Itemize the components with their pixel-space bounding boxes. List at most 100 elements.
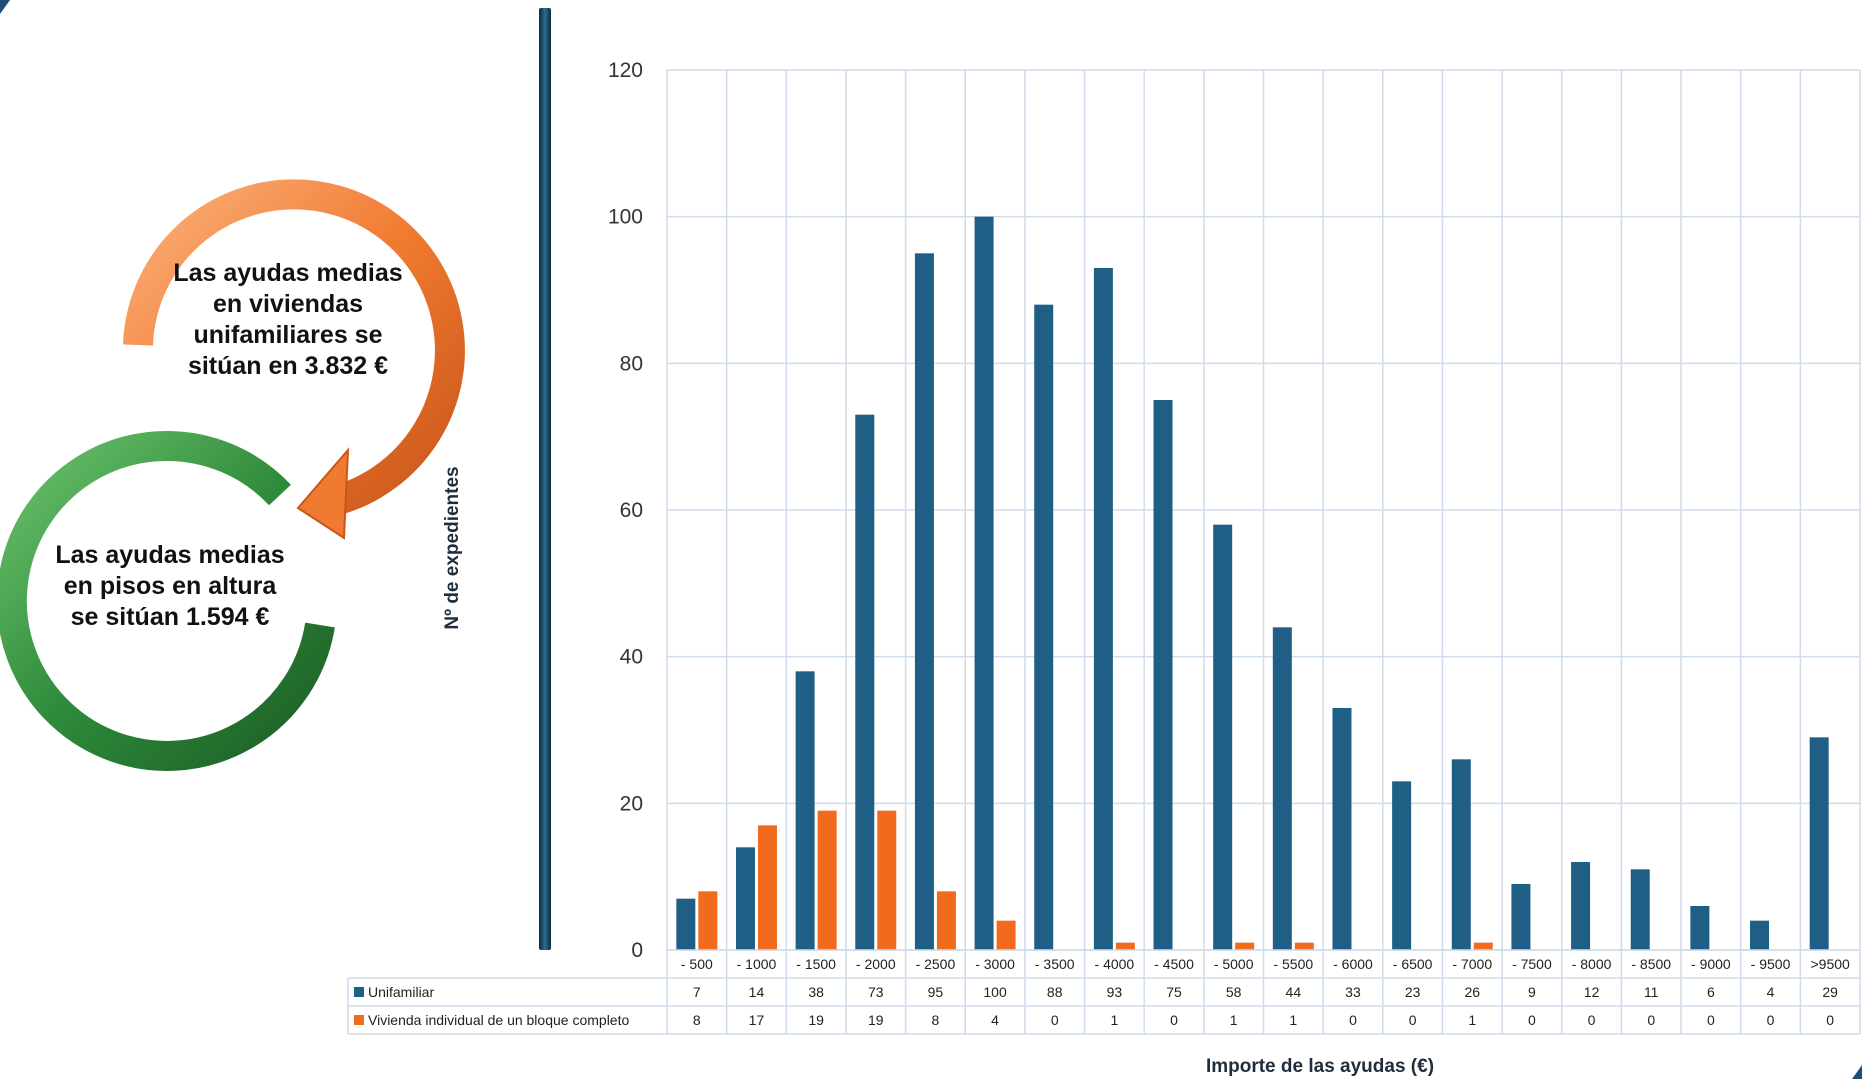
x-tick-label: >9500 (1811, 956, 1851, 972)
x-tick-label: - 2500 (916, 956, 956, 972)
bar-unifamiliar (1153, 400, 1173, 950)
x-tick-label: - 5000 (1214, 956, 1254, 972)
data-label: 0 (1409, 1012, 1417, 1028)
data-label: 75 (1166, 984, 1182, 1000)
x-tick-label: - 2000 (856, 956, 896, 972)
bar-bloque (817, 810, 837, 950)
y-tick-label: 0 (631, 939, 643, 962)
data-table: - 500 - 1000 - 1500 - 2000 - 2500 - 3000 - 350… (347, 949, 1860, 1035)
callout-pisos: Las ayudas medias en pisos en altura se … (55, 541, 285, 631)
corner-decoration (0, 0, 10, 14)
data-label: 38 (808, 984, 824, 1000)
data-label: 1 (1289, 1012, 1297, 1028)
bar-unifamiliar (1451, 759, 1471, 950)
data-label: 17 (749, 1012, 765, 1028)
y-tick-label: 80 (620, 352, 643, 375)
bar-unifamiliar (1690, 906, 1710, 950)
data-label: 1 (1110, 1012, 1118, 1028)
x-tick-label: - 7500 (1512, 956, 1552, 972)
bar-bloque (1473, 942, 1493, 950)
data-label: 7 (693, 984, 701, 1000)
data-label: 0 (1767, 1012, 1775, 1028)
bar-unifamiliar (1272, 627, 1292, 950)
data-label: 26 (1464, 984, 1480, 1000)
data-label: 29 (1822, 984, 1838, 1000)
circular-arrows-graphic (0, 179, 465, 771)
bar-unifamiliar (1511, 884, 1531, 950)
x-tick-label: - 7000 (1452, 956, 1492, 972)
bar-bloque (1294, 942, 1314, 950)
y-axis-ticks: 0 20 40 60 80 100 120 (608, 59, 643, 962)
data-label: 4 (1767, 984, 1775, 1000)
data-label: 0 (1707, 1012, 1715, 1028)
bar-unifamiliar (855, 414, 875, 951)
y-tick-label: 120 (608, 59, 643, 82)
bar-unifamiliar (1630, 869, 1650, 950)
data-label: 1 (1230, 1012, 1238, 1028)
x-tick-label: - 3500 (1035, 956, 1075, 972)
bar-bloque (877, 810, 897, 950)
y-tick-label: 100 (608, 206, 643, 229)
data-label: 9 (1528, 984, 1536, 1000)
x-tick-label: - 5500 (1273, 956, 1313, 972)
bar-unifamiliar (914, 253, 934, 951)
bar-unifamiliar (1332, 708, 1352, 950)
data-label: 19 (808, 1012, 824, 1028)
gridlines (666, 69, 1861, 1034)
y-tick-label: 40 (620, 646, 643, 669)
green-arrow (0, 430, 335, 771)
x-tick-label: - 9000 (1691, 956, 1731, 972)
data-label: 0 (1051, 1012, 1059, 1028)
bar-unifamiliar (1750, 920, 1770, 950)
bar-unifamiliar (1093, 268, 1113, 950)
bar-unifamiliar (1213, 524, 1233, 950)
x-tick-label: - 4000 (1095, 956, 1135, 972)
bar-unifamiliar (676, 898, 696, 950)
orange-arrow (123, 179, 465, 515)
legend-label: Vivienda individual de un bloque complet… (368, 1012, 629, 1028)
bar-bloque (1235, 942, 1255, 950)
data-label: 8 (693, 1012, 701, 1028)
legend-swatch (354, 987, 364, 997)
data-label: 14 (749, 984, 765, 1000)
data-label: 1 (1468, 1012, 1476, 1028)
data-label: 58 (1226, 984, 1242, 1000)
data-label: 95 (928, 984, 944, 1000)
bar-unifamiliar (1571, 862, 1591, 950)
data-label: 6 (1707, 984, 1715, 1000)
y-tick-label: 20 (620, 792, 643, 815)
data-label: 4 (991, 1012, 999, 1028)
data-label: 8 (932, 1012, 940, 1028)
bar-bloque (757, 825, 777, 950)
bar-unifamiliar (1034, 304, 1054, 951)
x-tick-label: - 6500 (1393, 956, 1433, 972)
bar-unifamiliar (1809, 737, 1829, 950)
x-tick-label: - 8500 (1631, 956, 1671, 972)
data-label: 100 (983, 984, 1007, 1000)
data-label: 88 (1047, 984, 1063, 1000)
data-label: 23 (1405, 984, 1421, 1000)
data-label: 0 (1170, 1012, 1178, 1028)
x-tick-label: - 6000 (1333, 956, 1373, 972)
data-label: 11 (1644, 984, 1659, 1000)
data-label: 93 (1107, 984, 1123, 1000)
data-label: 0 (1528, 1012, 1536, 1028)
x-tick-label: - 3000 (975, 956, 1015, 972)
bar-bloque (996, 920, 1016, 950)
x-tick-label: - 1000 (737, 956, 777, 972)
bar-unifamiliar (974, 216, 994, 950)
x-tick-label: - 8000 (1572, 956, 1612, 972)
x-tick-label: - 1500 (796, 956, 836, 972)
bars (676, 216, 1829, 951)
legend-swatch (354, 1015, 364, 1025)
data-label: 0 (1588, 1012, 1596, 1028)
bar-bloque (936, 891, 956, 950)
y-tick-label: 60 (620, 499, 643, 522)
y-axis-title: Nº de expedientes (442, 466, 463, 629)
corner-decoration (1852, 1065, 1862, 1079)
bar-unifamiliar (735, 847, 755, 950)
bar-bloque (698, 891, 718, 950)
bar-unifamiliar (1392, 781, 1412, 950)
data-label: 33 (1345, 984, 1361, 1000)
orange-arrowhead (296, 447, 350, 540)
